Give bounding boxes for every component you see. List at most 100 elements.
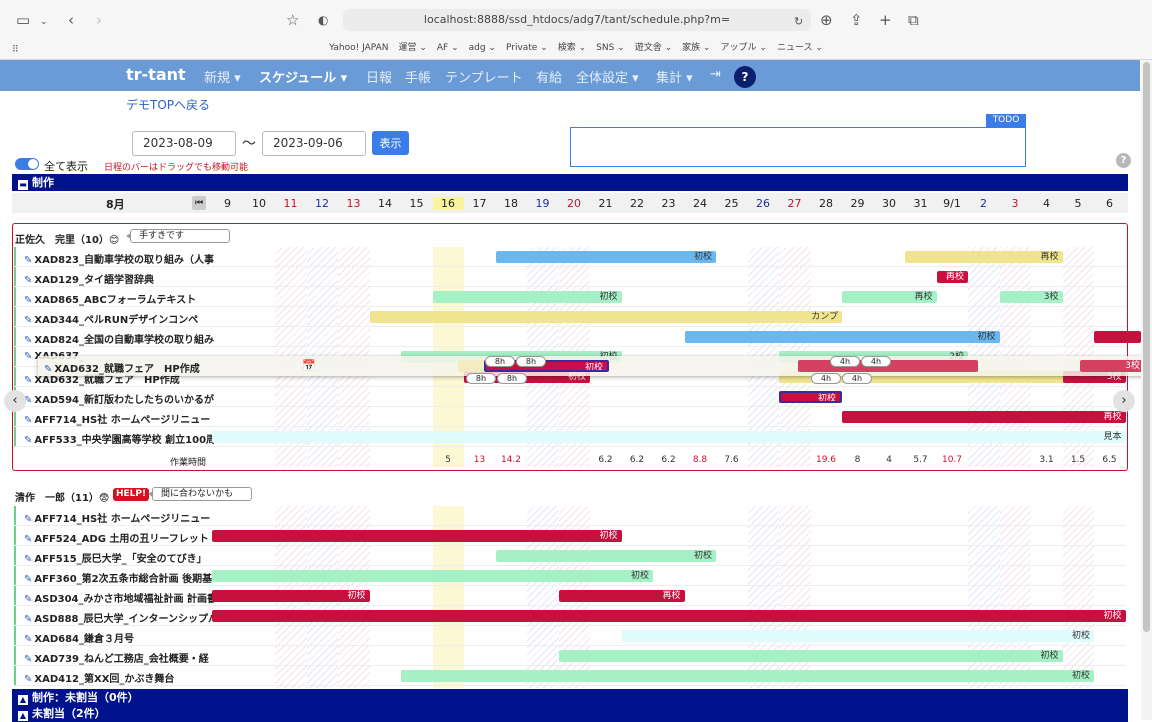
reload-icon[interactable]: ↻ bbox=[794, 15, 804, 28]
schedule-bar[interactable]: 再校 bbox=[936, 271, 968, 283]
nav-notebook[interactable]: 手帳 bbox=[405, 71, 432, 86]
scroll-left-button[interactable]: ‹ bbox=[4, 390, 26, 412]
row-label[interactable]: XAD632_就職フェア HP作成 bbox=[24, 371, 214, 386]
share-icon[interactable]: ⇪ bbox=[850, 11, 863, 29]
bookmark-item[interactable]: ニュース ⌄ bbox=[776, 43, 823, 53]
date-to-input[interactable]: 2023-09-06 bbox=[262, 131, 366, 156]
schedule-bar[interactable]: 3校 bbox=[999, 291, 1063, 303]
table-row bbox=[14, 407, 1126, 427]
download-icon[interactable]: ⊕ bbox=[820, 11, 833, 29]
schedule-bar[interactable]: 初校 bbox=[495, 550, 716, 562]
schedule-bar[interactable]: 初校 bbox=[484, 360, 609, 372]
schedule-bar[interactable]: 再校 bbox=[842, 291, 937, 303]
nav-new[interactable]: 新規 ▾ bbox=[204, 71, 241, 86]
logout-icon[interactable]: ⇥ bbox=[710, 67, 721, 82]
bookmark-item[interactable]: 家族 ⌄ bbox=[682, 43, 711, 53]
section-seisaku[interactable]: ▬ 制作 bbox=[12, 174, 1128, 191]
row-label[interactable]: AFF714_HS社 ホームページリニュー bbox=[24, 411, 214, 426]
show-button[interactable]: 表示 bbox=[372, 131, 409, 155]
schedule-bar[interactable]: 初校 bbox=[779, 391, 842, 403]
brand-logo[interactable]: tr-tant bbox=[126, 65, 186, 84]
schedule-bar[interactable]: 再校 bbox=[558, 590, 685, 602]
bookmark-item[interactable]: Yahoo! JAPAN bbox=[329, 43, 389, 53]
nav-schedule[interactable]: スケジュール ▾ bbox=[259, 71, 348, 86]
jump-icon[interactable]: ⏮ bbox=[192, 196, 206, 210]
row-marker bbox=[14, 566, 16, 586]
grid-icon[interactable]: ⠿ bbox=[12, 45, 19, 55]
schedule-bar[interactable]: 見本 bbox=[212, 431, 1126, 443]
date-range-separator: 〜 bbox=[242, 136, 256, 152]
bookmark-item[interactable]: 検索 ⌄ bbox=[557, 43, 587, 53]
schedule-bar[interactable]: 初校 bbox=[401, 670, 1094, 682]
help-button[interactable]: ? bbox=[734, 66, 756, 88]
bookmark-item[interactable]: 運営 ⌄ bbox=[398, 43, 427, 53]
section-unassigned[interactable]: ▲ 未割当（2件） bbox=[12, 705, 1128, 722]
demo-top-link[interactable]: デモTOPへ戻る bbox=[126, 98, 211, 112]
row-label[interactable]: ASD304_みかさ市地域福祉計画 計画書 bbox=[24, 590, 214, 605]
schedule-bar[interactable]: 初校 bbox=[621, 630, 1094, 642]
schedule-bar[interactable]: 初校 bbox=[432, 291, 622, 303]
bookmark-item[interactable]: アップル ⌄ bbox=[720, 43, 767, 53]
show-all-toggle[interactable] bbox=[15, 158, 39, 170]
help-badge: HELP! bbox=[113, 488, 150, 501]
bookmark-item[interactable]: AF ⌄ bbox=[436, 43, 459, 53]
dragging-row[interactable]: XAD632_就職フェア HP作成 📅 初校 3校 8h 8h 4h 4h bbox=[38, 356, 1148, 376]
nav-daily-report[interactable]: 日報 bbox=[366, 71, 393, 86]
day-label: 6 bbox=[1106, 197, 1113, 210]
nav-paid-leave[interactable]: 有給 bbox=[536, 71, 563, 86]
row-label[interactable]: XAD824_全国の自動車学校の取り組み bbox=[24, 331, 214, 346]
drag-row-label: XAD632_就職フェア HP作成 bbox=[44, 360, 234, 375]
sidebar-icon[interactable]: ▭ bbox=[16, 11, 31, 29]
schedule-bar[interactable] bbox=[1094, 331, 1142, 343]
date-from-input[interactable]: 2023-08-09 bbox=[132, 131, 236, 156]
section-unassigned-prod[interactable]: ▲ 制作：未割当（0件） bbox=[12, 689, 1128, 706]
bookmark-item[interactable]: SNS ⌄ bbox=[596, 43, 625, 53]
row-label[interactable]: ASD888_辰巳大学_インターンシップパ bbox=[24, 610, 214, 625]
row-label[interactable]: XAD684_鎌倉３月号 bbox=[24, 630, 214, 645]
bookmark-item[interactable]: adg ⌄ bbox=[468, 43, 496, 53]
forward-icon[interactable]: › bbox=[96, 11, 102, 29]
bookmark-item[interactable]: 遊文舎 ⌄ bbox=[634, 43, 673, 53]
row-label[interactable]: XAD865_ABCフォーラムテキスト bbox=[24, 291, 214, 306]
shield-icon[interactable]: ◐ bbox=[318, 13, 329, 27]
schedule-bar[interactable]: 3校 bbox=[1080, 360, 1144, 372]
todo-textarea[interactable] bbox=[570, 127, 1026, 167]
schedule-bar[interactable]: 初校 bbox=[558, 650, 1063, 662]
row-label[interactable]: XAD344_ペルRUNデザインコンペ bbox=[24, 311, 214, 326]
work-time-value: 14.2 bbox=[500, 455, 522, 465]
row-label[interactable]: XAD739_ねんど工務店_会社概要・経 bbox=[24, 650, 214, 665]
schedule-bar[interactable]: 初校 bbox=[684, 331, 1000, 343]
row-label[interactable]: XAD823_自動車学校の取り組み（人事 bbox=[24, 251, 214, 266]
schedule-bar[interactable]: 初校 bbox=[212, 530, 622, 542]
calendar-header bbox=[12, 193, 1128, 213]
star-icon[interactable]: ☆ bbox=[286, 11, 300, 29]
question-icon[interactable]: ? bbox=[1116, 153, 1131, 168]
page-scrollbar[interactable] bbox=[1141, 60, 1152, 720]
schedule-bar[interactable]: 再校 bbox=[905, 251, 1063, 263]
chevron-down-icon[interactable]: ⌄ bbox=[40, 17, 48, 27]
nav-stats[interactable]: 集計 ▾ bbox=[656, 71, 693, 86]
row-label[interactable]: AFF360_第2次五条市総合計画 後期基 bbox=[24, 570, 214, 585]
schedule-bar[interactable]: 初校 bbox=[212, 610, 1126, 622]
address-bar[interactable]: localhost:8888/ssd_htdocs/adg7/tant/sche… bbox=[343, 9, 811, 31]
schedule-bar[interactable]: 初校 bbox=[495, 251, 716, 263]
row-label[interactable]: XAD412_第XX回_かぶき舞台 bbox=[24, 670, 214, 685]
row-label[interactable]: AFF533_中央学園高等学校 創立100周 bbox=[24, 431, 214, 446]
scroll-right-button[interactable]: › bbox=[1113, 390, 1135, 412]
nav-settings[interactable]: 全体設定 ▾ bbox=[576, 71, 639, 86]
row-label[interactable]: AFF524_ADG 土用の丑リーフレット bbox=[24, 530, 214, 545]
new-tab-icon[interactable]: + bbox=[879, 11, 892, 29]
schedule-bar[interactable]: 再校 bbox=[842, 411, 1126, 423]
row-label[interactable]: AFF714_HS社 ホームページリニュー bbox=[24, 510, 214, 525]
schedule-bar[interactable]: 初校 bbox=[212, 570, 653, 582]
nav-template[interactable]: テンプレート bbox=[445, 71, 523, 86]
schedule-bar[interactable]: 初校 bbox=[212, 590, 370, 602]
row-label[interactable]: XAD594_新訂版わたしたちのいかるが bbox=[24, 391, 214, 406]
schedule-bar[interactable]: カンプ bbox=[369, 311, 842, 323]
calendar-icon[interactable]: 📅 bbox=[302, 359, 316, 372]
row-label[interactable]: AFF515_辰巳大学_「安全のてびき」 bbox=[24, 550, 214, 565]
bookmark-item[interactable]: Private ⌄ bbox=[505, 43, 548, 53]
tabs-icon[interactable]: ⧉ bbox=[908, 11, 919, 29]
back-icon[interactable]: ‹ bbox=[68, 11, 74, 29]
row-label[interactable]: XAD129_タイ語学習辞典 bbox=[24, 271, 214, 286]
